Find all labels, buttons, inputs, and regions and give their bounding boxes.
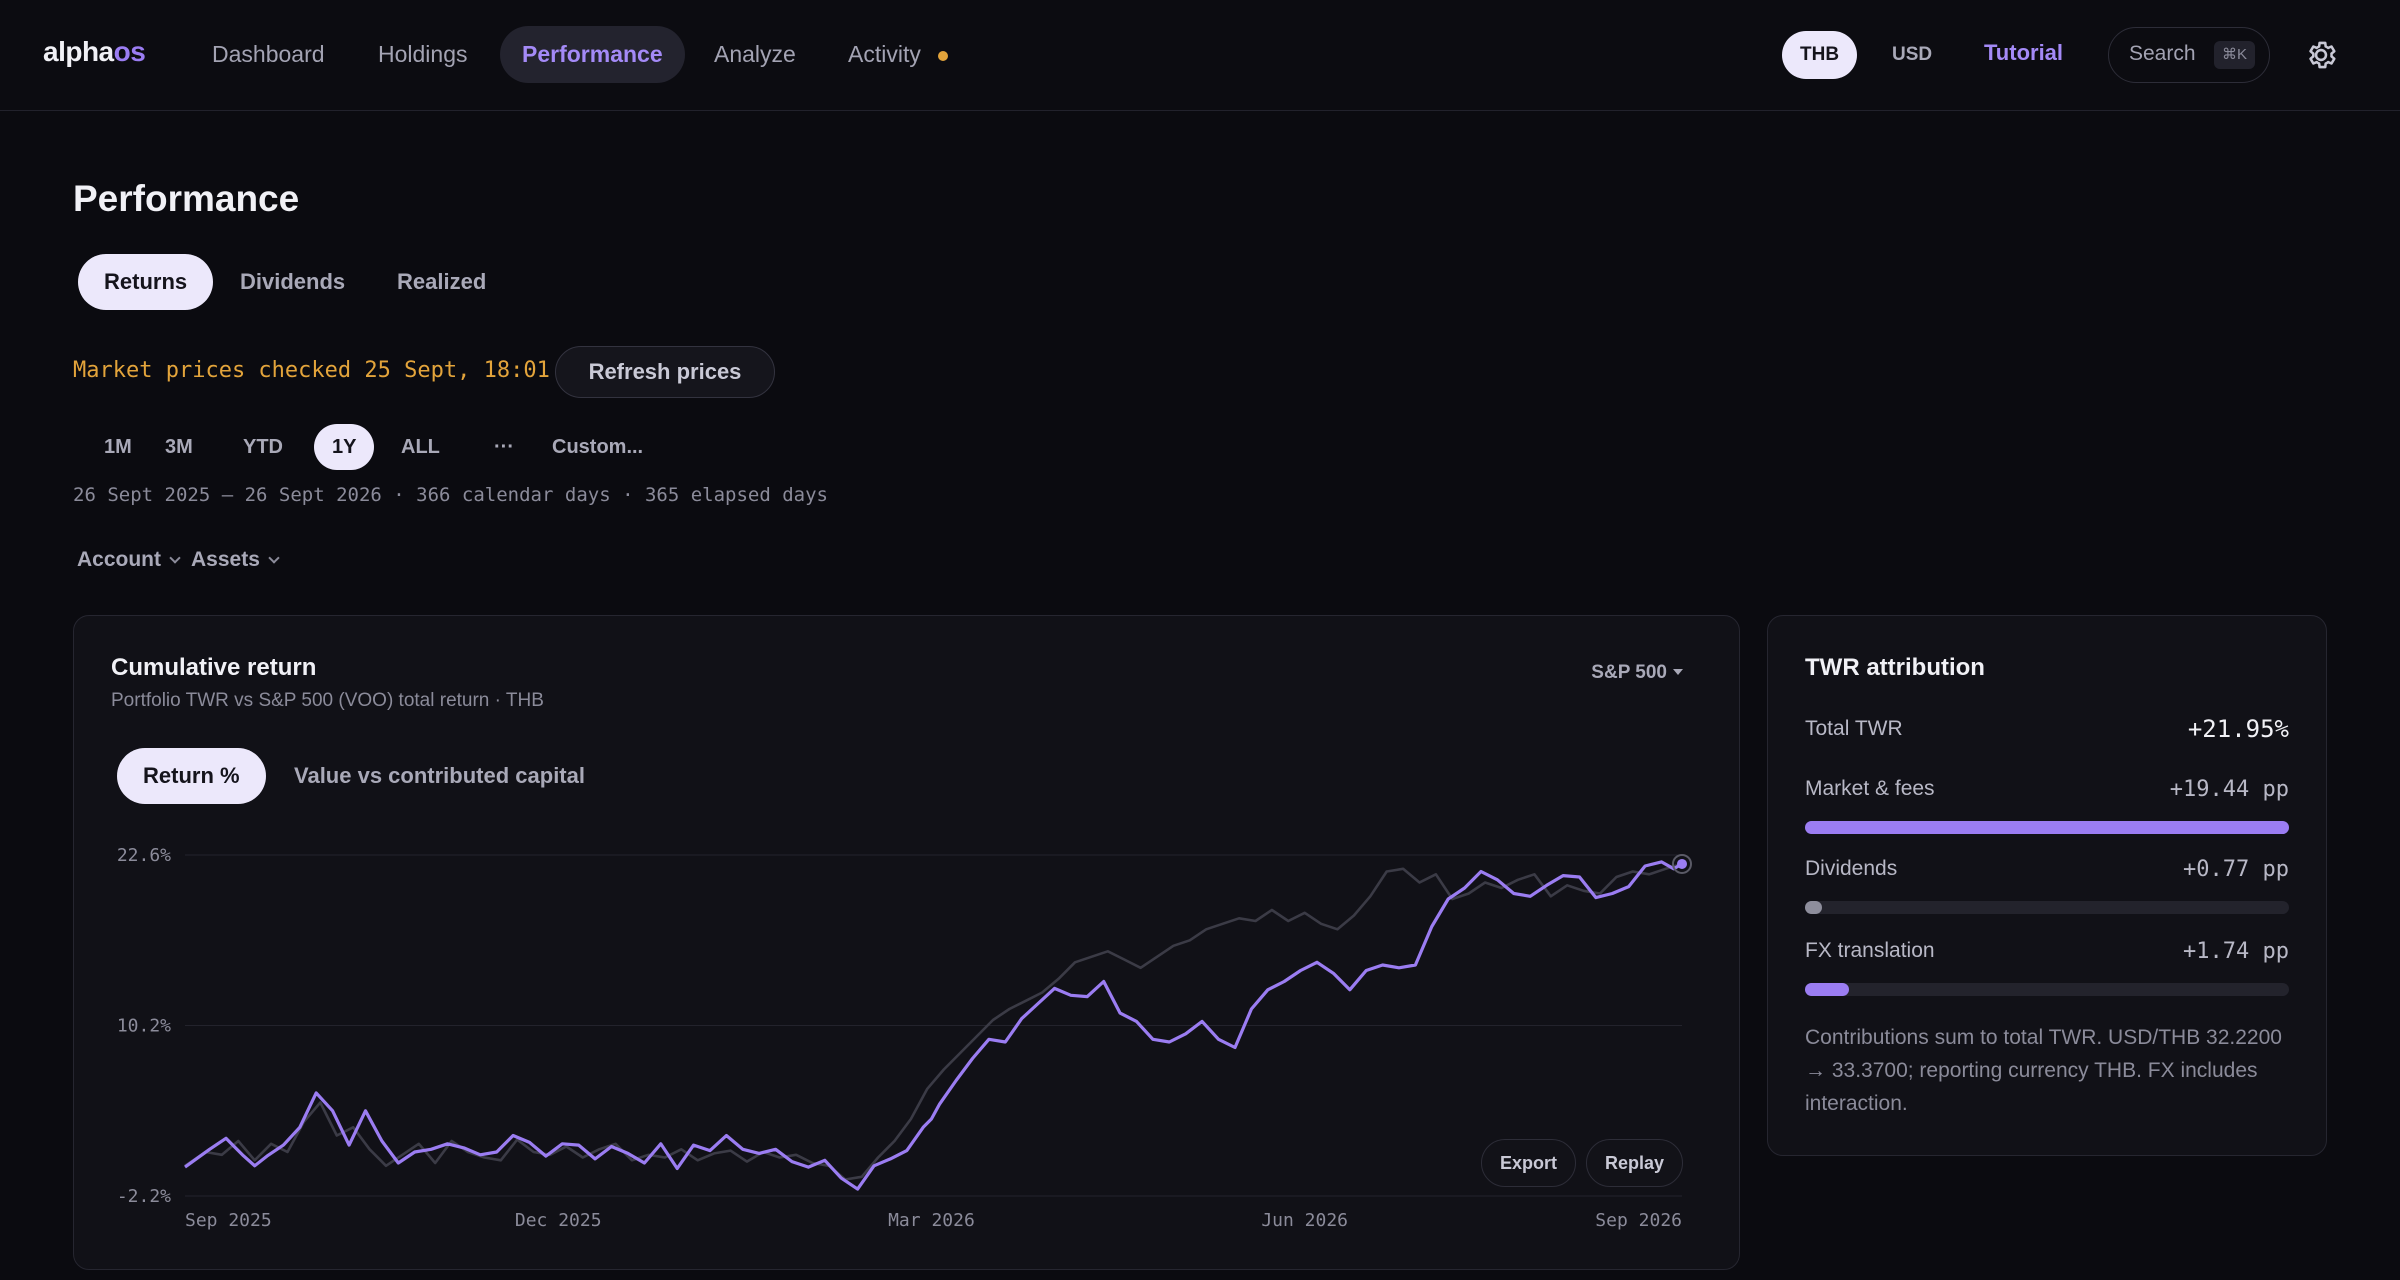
dividends-value: +0.77 pp [2183, 857, 2289, 882]
dividends-bar [1805, 901, 2289, 914]
prices-status-message: Market prices checked 25 Sept, 18:01 [73, 358, 550, 383]
currency-usd[interactable]: USD [1892, 44, 1933, 65]
search-shortcut: ⌘K [2214, 41, 2256, 69]
search-label: Search [2129, 42, 2196, 65]
range-ytd[interactable]: YTD [243, 436, 283, 458]
attribution-note: Contributions sum to total TWR. USD/THB … [1805, 1026, 2282, 1115]
account-filter-label: Account [77, 548, 161, 571]
replay-button[interactable]: Replay [1586, 1139, 1684, 1187]
cumulative-return-chart[interactable]: 22.6% 10.2% -2.2% Sep 2025 Dec 2025 Mar 2026 J… [74, 616, 1739, 1269]
settings-gear-icon[interactable] [2304, 38, 2338, 72]
y-tick-label: 22.6% [117, 845, 171, 866]
logo-text-alpha: alpha [43, 36, 114, 67]
benchmark-select[interactable]: S&P 500 [1591, 662, 1683, 684]
range-all[interactable]: ALL [401, 436, 440, 458]
currency-thb[interactable]: THB [1782, 31, 1858, 79]
nav-analyze[interactable]: Analyze [714, 41, 796, 67]
chart-subtitle: Portfolio TWR vs S&P 500 (VOO) total ret… [111, 690, 544, 711]
nav-performance[interactable]: Performance [500, 26, 685, 83]
range-info: 26 Sept 2025 – 26 Sept 2026 · 366 calend… [73, 484, 828, 506]
cumulative-return-card: Cumulative return Portfolio TWR vs S&P 5… [73, 615, 1740, 1270]
tab-dividends[interactable]: Dividends [240, 269, 346, 294]
mode-return-pct[interactable]: Return % [117, 748, 266, 804]
y-tick-label: -2.2% [117, 1186, 171, 1207]
search-button[interactable]: Search ⌘K [2108, 27, 2270, 83]
total-twr-value: +21.95% [2187, 715, 2289, 743]
assets-filter-label: Assets [191, 548, 260, 571]
activity-notification-dot [938, 51, 948, 61]
twr-attribution-card: TWR attribution Total TWR +21.95% Market… [1767, 615, 2327, 1156]
x-tick-label: Sep 2025 [185, 1210, 272, 1231]
total-twr-label: Total TWR [1805, 717, 1903, 740]
market-fees-value: +19.44 pp [2169, 777, 2289, 802]
endpoint-ring [1672, 853, 1692, 874]
page-title: Performance [73, 178, 300, 219]
mode-value-vs-capital[interactable]: Value vs contributed capital [294, 763, 585, 788]
fx-translation-bar [1805, 983, 2289, 996]
logo-text-os: os [113, 36, 146, 67]
chevron-down-icon [169, 552, 181, 564]
dividends-bar-fill [1805, 901, 1822, 914]
top-nav-bar: alphaos Dashboard Holdings Performance A… [0, 0, 2400, 111]
market-fees-label: Market & fees [1805, 777, 1935, 800]
x-tick-label: Dec 2025 [515, 1210, 602, 1231]
market-fees-bar-fill [1805, 821, 2289, 834]
caret-down-icon [1673, 669, 1683, 675]
refresh-prices-button[interactable]: Refresh prices [555, 346, 775, 398]
nav-activity[interactable]: Activity [848, 41, 921, 67]
tutorial-link[interactable]: Tutorial [1984, 40, 2064, 65]
fx-translation-label: FX translation [1805, 939, 1935, 962]
fx-translation-bar-fill [1805, 983, 1849, 996]
nav-dashboard[interactable]: Dashboard [212, 41, 325, 67]
endpoint-dot [1677, 858, 1687, 869]
range-custom[interactable]: Custom... [552, 436, 644, 458]
x-tick-label: Sep 2026 [1595, 1210, 1682, 1231]
dividends-label: Dividends [1805, 857, 1898, 880]
tab-returns[interactable]: Returns [78, 254, 214, 310]
nav-holdings[interactable]: Holdings [378, 41, 468, 67]
market-fees-bar [1805, 821, 2289, 834]
x-tick-label: Jun 2026 [1261, 1210, 1348, 1231]
attribution-title: TWR attribution [1805, 654, 1985, 681]
range-1y[interactable]: 1Y [314, 424, 375, 470]
export-button[interactable]: Export [1481, 1139, 1577, 1187]
chart-title: Cumulative return [111, 654, 317, 681]
fx-translation-value: +1.74 pp [2183, 939, 2289, 964]
chevron-down-icon [268, 552, 280, 564]
assets-filter[interactable]: Assets [191, 548, 280, 572]
range-1m[interactable]: 1M [104, 436, 132, 458]
portfolio-line [184, 860, 1683, 1191]
benchmark-line [184, 862, 1683, 1181]
benchmark-label: S&P 500 [1591, 662, 1667, 683]
x-tick-label: Mar 2026 [888, 1210, 975, 1231]
range-3m[interactable]: 3M [165, 436, 193, 458]
app-logo[interactable]: alphaos [43, 36, 146, 68]
y-tick-label: 10.2% [117, 1016, 171, 1037]
account-filter[interactable]: Account [77, 548, 181, 572]
range-more[interactable]: ··· [494, 436, 514, 458]
tab-realized[interactable]: Realized [397, 269, 487, 294]
